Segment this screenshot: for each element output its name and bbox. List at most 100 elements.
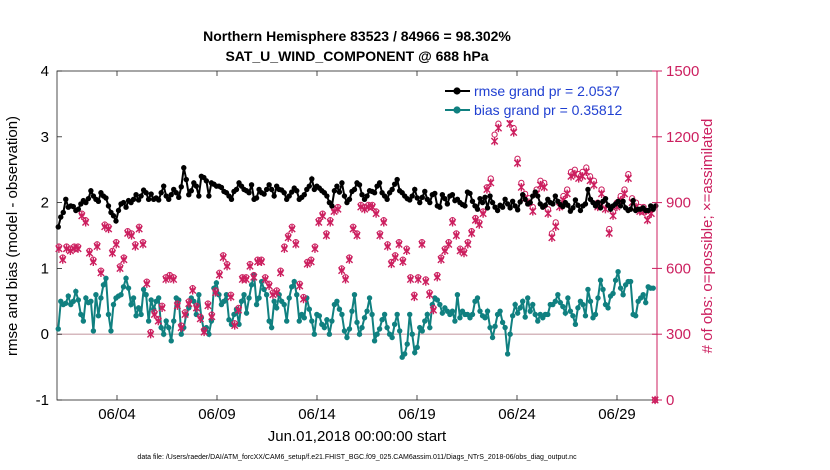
rmse-point bbox=[266, 182, 272, 188]
bias-point bbox=[263, 292, 270, 298]
bias-point bbox=[407, 311, 413, 318]
bias-point bbox=[65, 293, 71, 299]
bias-point bbox=[376, 326, 383, 332]
rmse-point bbox=[105, 203, 112, 209]
x-tick-label: 06/09 bbox=[198, 406, 236, 423]
obs-assimilated-point bbox=[85, 248, 94, 258]
bias-point bbox=[143, 292, 149, 298]
bias-point bbox=[191, 298, 197, 304]
right-tick-label: 300 bbox=[666, 326, 691, 343]
rmse-point bbox=[138, 193, 144, 199]
bias-point bbox=[567, 308, 574, 314]
obs-assimilated-point bbox=[318, 211, 327, 220]
bias-point bbox=[597, 277, 604, 283]
obs-assimilated-point bbox=[395, 240, 403, 249]
chart-legend: rmse grand pr = 2.0537 bias grand pr = 0… bbox=[440, 76, 654, 120]
obs-assimilated-point bbox=[479, 209, 487, 218]
obs-assimilated-point bbox=[185, 299, 193, 308]
obs-assimilated-point bbox=[166, 273, 174, 282]
bias-point bbox=[166, 324, 172, 331]
rmse-point bbox=[346, 196, 353, 203]
obs-assimilated-point bbox=[326, 218, 334, 227]
bias-point bbox=[80, 318, 87, 324]
rmse-point bbox=[389, 186, 395, 193]
bias-point bbox=[296, 318, 302, 324]
rmse-point bbox=[527, 199, 533, 206]
rmse-point bbox=[103, 195, 109, 201]
bias-point bbox=[90, 328, 97, 334]
obs-assimilated-point bbox=[143, 279, 151, 288]
obs-assimilated-point bbox=[422, 277, 430, 286]
bias-point bbox=[359, 324, 365, 331]
bias-point bbox=[130, 295, 137, 301]
rmse-point bbox=[615, 198, 621, 204]
rmse-point bbox=[532, 189, 538, 195]
obs-assimilated-point bbox=[437, 255, 445, 264]
bias-point bbox=[243, 310, 250, 316]
obs-assimilated-point bbox=[89, 257, 98, 266]
rmse-point bbox=[83, 199, 89, 206]
left-axis-label: rmse and bias (model - observation) bbox=[4, 116, 21, 356]
bias-point bbox=[401, 351, 408, 357]
bias-point bbox=[346, 326, 353, 332]
rmse-point bbox=[417, 199, 423, 206]
rmse-point bbox=[617, 203, 624, 209]
bias-point bbox=[489, 334, 496, 341]
obs-assimilated-point bbox=[269, 290, 277, 299]
rmse-point bbox=[394, 176, 400, 183]
rmse-point bbox=[432, 190, 438, 197]
bias-point bbox=[178, 331, 184, 337]
left-tick-label: 0 bbox=[41, 326, 49, 343]
bias-point bbox=[248, 282, 255, 288]
obs-assimilated-point bbox=[529, 207, 537, 216]
bias-point bbox=[203, 324, 210, 331]
bias-point bbox=[294, 292, 300, 298]
obs-assimilated-point bbox=[265, 281, 273, 291]
bias-point bbox=[138, 311, 144, 318]
obs-assimilated-point bbox=[483, 185, 491, 194]
bias-point bbox=[557, 299, 564, 306]
rmse-point bbox=[627, 206, 634, 212]
obs-assimilated-point bbox=[234, 305, 243, 315]
rmse-point bbox=[233, 186, 240, 193]
rmse-point bbox=[206, 193, 212, 199]
rmse-point bbox=[351, 186, 358, 193]
bias-point bbox=[344, 334, 350, 341]
obs-assimilated-point bbox=[127, 231, 136, 240]
rmse-point bbox=[384, 196, 390, 203]
bias-point bbox=[419, 328, 425, 334]
rmse-point bbox=[329, 203, 335, 209]
right-tick-label: 1500 bbox=[666, 63, 699, 80]
obs-assimilated-point bbox=[93, 242, 101, 251]
bias-point bbox=[379, 317, 385, 323]
bias-point bbox=[75, 297, 82, 303]
rmse-point bbox=[286, 193, 292, 199]
obs-assimilated-point bbox=[360, 205, 369, 214]
bias-point bbox=[595, 295, 601, 301]
obs-assimilated-point bbox=[399, 257, 407, 266]
bias-point bbox=[306, 306, 313, 312]
rmse-point bbox=[55, 224, 61, 230]
rmse-point bbox=[143, 190, 149, 196]
bias-point bbox=[108, 328, 114, 334]
bias-point bbox=[412, 349, 418, 356]
bias-point bbox=[394, 311, 400, 318]
obs-assimilated-point bbox=[353, 231, 361, 240]
rmse-point bbox=[535, 193, 541, 199]
bias-point bbox=[253, 301, 260, 308]
bias-point bbox=[186, 305, 192, 311]
obs-assimilated-point bbox=[475, 220, 483, 229]
rmse-point bbox=[309, 176, 315, 182]
obs-assimilated-point bbox=[376, 231, 384, 240]
rmse-point bbox=[474, 206, 481, 212]
x-tick-label: 06/29 bbox=[598, 406, 636, 423]
rmse-point bbox=[75, 206, 82, 212]
bias-point bbox=[271, 298, 277, 304]
rmse-point bbox=[605, 202, 611, 208]
bias-point bbox=[632, 313, 639, 319]
bias-point bbox=[643, 299, 649, 306]
obs-assimilated-point bbox=[406, 275, 415, 284]
bias-point bbox=[98, 295, 104, 301]
obs-assimilated-point bbox=[299, 294, 308, 304]
obs-assimilated-point bbox=[131, 242, 140, 251]
